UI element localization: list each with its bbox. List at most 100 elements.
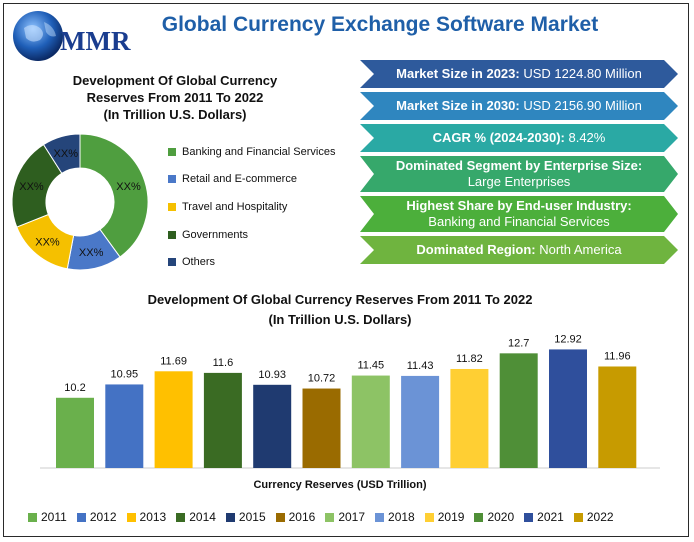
stat-value: USD 2156.90 Million bbox=[519, 98, 642, 113]
stat-label: Dominated Segment by Enterprise Size: bbox=[395, 158, 643, 173]
stat-label: Dominated Region: bbox=[416, 242, 536, 257]
stat-ribbon: Highest Share by End-user Industry: Banki… bbox=[360, 196, 678, 232]
market-stats-panel: Market Size in 2023: USD 1224.80 Million… bbox=[360, 60, 682, 270]
legend-swatch bbox=[275, 512, 285, 522]
legend-label: 2013 bbox=[139, 510, 167, 524]
bar bbox=[351, 375, 390, 468]
donut-data-label: XX% bbox=[116, 181, 141, 193]
logo-text: MMR bbox=[60, 26, 131, 56]
stat-label: Market Size in 2030: bbox=[396, 98, 520, 113]
legend-label: Retail and E-commerce bbox=[182, 173, 297, 186]
donut-legend-item: Retail and E-commerce bbox=[168, 166, 335, 194]
stat-ribbon: Dominated Segment by Enterprise Size: Lar… bbox=[360, 156, 678, 192]
legend-swatch bbox=[168, 147, 176, 156]
donut-data-label: XX% bbox=[35, 236, 60, 248]
donut-chart-title: Development Of Global Currency Reserves … bbox=[72, 73, 278, 122]
legend-swatch bbox=[176, 512, 186, 522]
stat-value: Large Enterprises bbox=[467, 174, 571, 189]
stat-value: USD 1224.80 Million bbox=[519, 66, 642, 81]
legend-swatch bbox=[76, 512, 86, 522]
bar bbox=[598, 366, 637, 468]
bar-legend-item: 2019 bbox=[424, 510, 465, 524]
legend-label: Banking and Financial Services bbox=[182, 145, 336, 158]
bar-data-label: 12.7 bbox=[508, 337, 529, 349]
stat-ribbon: CAGR % (2024-2030): 8.42% bbox=[360, 124, 678, 152]
legend-label: 2012 bbox=[89, 510, 117, 524]
bar bbox=[450, 368, 489, 468]
stat-value: North America bbox=[535, 242, 622, 257]
bar bbox=[302, 388, 341, 468]
legend-label: 2019 bbox=[437, 510, 465, 524]
bar-chart-xlabel: Currency Reserves (USD Trillion) bbox=[253, 479, 427, 491]
donut-data-label: XX% bbox=[54, 148, 79, 160]
bar-data-label: 11.82 bbox=[456, 353, 483, 365]
stat-ribbon: Market Size in 2023: USD 1224.80 Million bbox=[360, 60, 678, 88]
bar-data-label: 11.69 bbox=[160, 355, 187, 367]
bar-legend-item: 2020 bbox=[474, 510, 514, 524]
bar bbox=[549, 349, 587, 468]
legend-label: 2022 bbox=[586, 510, 614, 524]
donut-slice bbox=[42, 133, 81, 174]
donut-legend-item: Governments bbox=[168, 221, 335, 249]
legend-swatch bbox=[424, 512, 434, 522]
bar-data-label: 11.45 bbox=[357, 360, 384, 372]
legend-label: Governments bbox=[182, 228, 249, 241]
page-title: Global Currency Exchange Software Market bbox=[161, 13, 599, 36]
bar-data-label: 10.72 bbox=[308, 373, 336, 385]
legend-label: 2021 bbox=[537, 510, 564, 524]
donut-legend-item: Others bbox=[168, 248, 335, 276]
bar-data-label: 10.93 bbox=[258, 369, 286, 381]
legend-label: 2015 bbox=[238, 510, 266, 524]
legend-swatch bbox=[375, 512, 385, 522]
legend-swatch bbox=[28, 512, 37, 522]
bar-data-label: 11.6 bbox=[213, 357, 234, 369]
legend-swatch bbox=[524, 512, 534, 522]
bar bbox=[203, 372, 242, 468]
legend-swatch bbox=[168, 230, 176, 239]
bar-legend-item: 2011 bbox=[28, 510, 67, 524]
stat-label: Highest Share by End-user Industry: bbox=[406, 198, 632, 213]
stat-ribbon: Dominated Region: North America bbox=[360, 236, 678, 264]
bar-data-label: 11.43 bbox=[407, 360, 434, 372]
legend-swatch bbox=[573, 512, 583, 522]
stat-value: Banking and Financial Services bbox=[428, 214, 610, 229]
donut-slice bbox=[79, 133, 149, 258]
legend-swatch bbox=[474, 512, 484, 522]
stat-label: Market Size in 2023: bbox=[396, 66, 520, 81]
mmr-logo: MMR bbox=[13, 11, 131, 61]
bar-legend-item: 2013 bbox=[126, 510, 167, 524]
bar bbox=[253, 384, 292, 468]
bar bbox=[105, 384, 144, 468]
bar-legend-item: 2015 bbox=[225, 510, 266, 524]
legend-swatch bbox=[168, 175, 176, 184]
bar-legend-item: 2016 bbox=[275, 510, 316, 524]
legend-label: 2018 bbox=[388, 510, 415, 524]
bar bbox=[401, 375, 440, 468]
bar-data-label: 12.92 bbox=[554, 333, 582, 345]
bar bbox=[154, 371, 193, 468]
donut-legend-item: Banking and Financial Services bbox=[168, 138, 335, 166]
stat-value: 8.42% bbox=[564, 130, 606, 145]
legend-label: Others bbox=[182, 256, 216, 269]
donut-data-label: XX% bbox=[79, 247, 104, 259]
donut-legend: Banking and Financial Services Retail and… bbox=[168, 138, 335, 276]
legend-swatch bbox=[126, 512, 136, 522]
legend-label: 2016 bbox=[288, 510, 316, 524]
legend-swatch bbox=[325, 512, 335, 522]
legend-label: 2011 bbox=[41, 510, 67, 524]
legend-label: 2017 bbox=[338, 510, 366, 524]
bar bbox=[56, 397, 94, 468]
legend-label: 2020 bbox=[487, 510, 515, 524]
bar-data-label: 11.96 bbox=[604, 350, 631, 362]
bar bbox=[499, 353, 538, 468]
donut-chart: XX% XX% XX% XX% XX% bbox=[11, 133, 149, 271]
donut-legend-item: Travel and Hospitality bbox=[168, 193, 335, 221]
legend-label: 2014 bbox=[189, 510, 216, 524]
bar-legend-item: 2014 bbox=[176, 510, 216, 524]
bar-legend-item: 2021 bbox=[524, 510, 564, 524]
stat-label: CAGR % (2024-2030): bbox=[432, 130, 565, 145]
bar-legend-item: 2022 bbox=[573, 510, 614, 524]
stat-ribbon: Market Size in 2030: USD 2156.90 Million bbox=[360, 92, 678, 120]
bar-legend: 2011 2012 2013 2014 2015 2016 2017 2018 2019 2020… bbox=[28, 510, 624, 524]
legend-swatch bbox=[225, 512, 235, 522]
